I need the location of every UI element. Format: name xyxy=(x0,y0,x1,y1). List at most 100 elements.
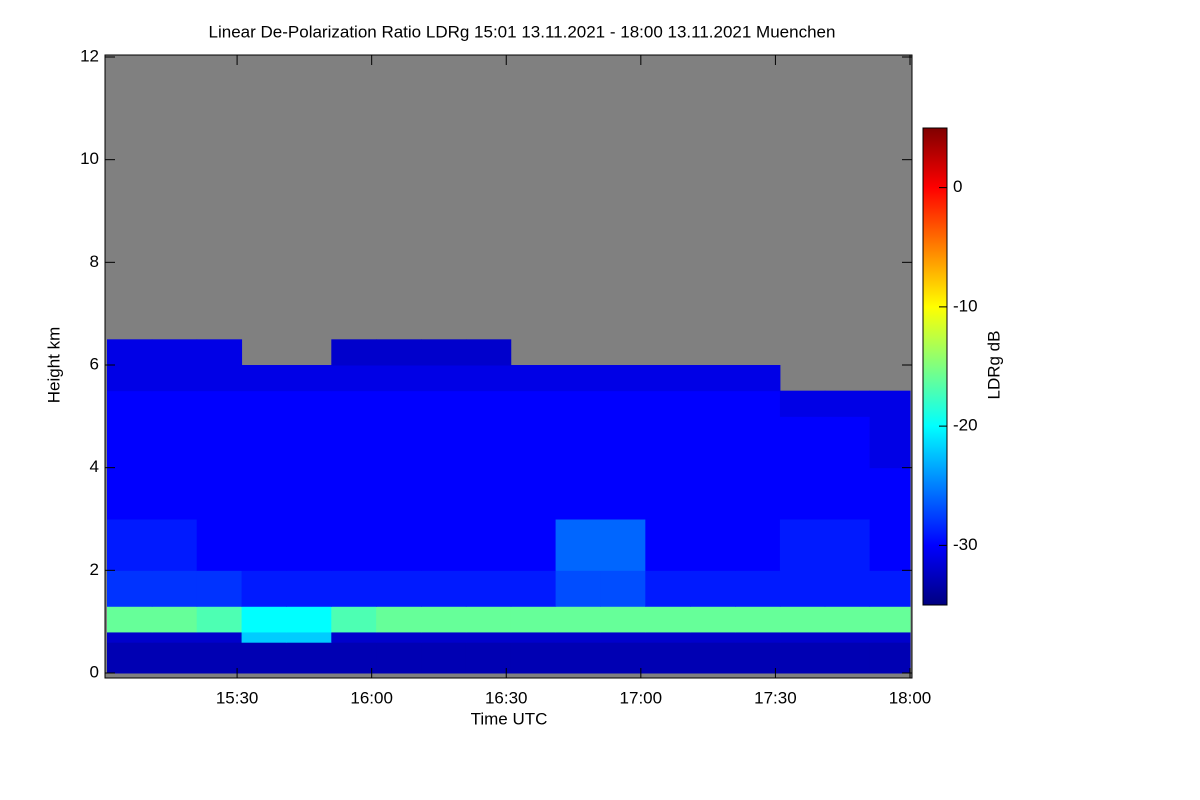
heatmap-cell xyxy=(286,416,332,469)
heatmap-cell xyxy=(735,416,781,469)
heatmap-cell xyxy=(376,467,422,520)
heatmap-cell xyxy=(107,416,153,469)
heatmap-cell xyxy=(465,339,512,366)
heatmap-cell xyxy=(331,606,377,633)
heatmap-cell xyxy=(465,416,512,469)
heatmap-cell xyxy=(645,642,691,674)
heatmap-cell xyxy=(286,390,332,417)
heatmap-cell xyxy=(779,642,826,674)
heatmap-cell xyxy=(465,467,512,520)
heatmap-cell xyxy=(600,606,646,633)
heatmap-cell xyxy=(376,519,422,571)
heatmap-cell xyxy=(645,631,691,643)
heatmap-cell xyxy=(421,416,467,469)
heatmap-cell xyxy=(151,390,198,417)
heatmap-cell xyxy=(465,642,512,674)
heatmap-cell xyxy=(107,570,153,607)
heatmap-cell xyxy=(600,390,646,417)
heatmap-cell xyxy=(465,519,512,571)
heatmap-cell xyxy=(286,570,332,607)
heatmap-cell xyxy=(690,631,736,643)
heatmap-cell xyxy=(735,631,781,643)
heatmap-cell xyxy=(824,390,871,417)
heatmap-cell xyxy=(421,365,467,392)
heatmap-cell xyxy=(510,365,557,392)
y-tick-label: 12 xyxy=(80,46,99,65)
heatmap-cell xyxy=(196,365,243,392)
heatmap-cell xyxy=(869,390,911,417)
heatmap-cell xyxy=(690,642,736,674)
heatmap-cell xyxy=(690,519,736,571)
heatmap-cell xyxy=(286,519,332,571)
heatmap-cell xyxy=(645,519,691,571)
heatmap-cell xyxy=(421,631,467,643)
heatmap-cell xyxy=(331,519,377,571)
heatmap-cell xyxy=(331,642,377,674)
heatmap-cell xyxy=(555,390,601,417)
heatmap-cell xyxy=(331,365,377,392)
heatmap-cell xyxy=(735,467,781,520)
heatmap-cell xyxy=(555,365,601,392)
heatmap-cell xyxy=(510,606,557,633)
heatmap-cell xyxy=(869,570,911,607)
heatmap-cell xyxy=(690,390,736,417)
heatmap-cell xyxy=(824,519,871,571)
heatmap-cell xyxy=(869,606,911,633)
heatmap-cell xyxy=(824,631,871,643)
heatmap-cell xyxy=(779,467,826,520)
heatmap-cell xyxy=(465,390,512,417)
heatmap-cell xyxy=(376,339,422,366)
heatmap-cell xyxy=(869,631,911,643)
heatmap-cell xyxy=(196,606,243,633)
heatmap-cell xyxy=(690,365,736,392)
heatmap-cell xyxy=(600,365,646,392)
heatmap-cell xyxy=(600,570,646,607)
heatmap-cell xyxy=(376,606,422,633)
heatmap-cell xyxy=(824,570,871,607)
heatmap-cell xyxy=(869,519,911,571)
heatmap-cell xyxy=(869,416,911,469)
heatmap-cell xyxy=(241,642,287,674)
colorbar-tick-label: -20 xyxy=(953,416,978,435)
heatmap-cell xyxy=(196,631,243,643)
heatmap-cell xyxy=(824,606,871,633)
heatmap-cell xyxy=(555,631,601,643)
heatmap-cell xyxy=(510,467,557,520)
heatmap-cell xyxy=(196,390,243,417)
heatmap-cell xyxy=(107,365,153,392)
heatmap-cell xyxy=(465,631,512,643)
heatmap-cell xyxy=(151,631,198,643)
heatmap-cell xyxy=(421,570,467,607)
heatmap-cell xyxy=(286,365,332,392)
heatmap-cell xyxy=(286,631,332,643)
heatmap-cell xyxy=(421,519,467,571)
chart-title: Linear De-Polarization Ratio LDRg 15:01 … xyxy=(209,22,836,41)
heatmap-cell xyxy=(690,416,736,469)
colorbar-tick-label: 0 xyxy=(953,177,962,196)
y-tick-label: 8 xyxy=(90,252,99,271)
heatmap-cell xyxy=(107,606,153,633)
heatmap-cell xyxy=(196,416,243,469)
heatmap-cell xyxy=(735,365,781,392)
x-tick-label: 18:00 xyxy=(889,688,932,707)
heatmap-cell xyxy=(107,390,153,417)
y-tick-label: 2 xyxy=(90,560,99,579)
heatmap-cell xyxy=(241,467,287,520)
heatmap-cell xyxy=(421,390,467,417)
heatmap-cell xyxy=(376,365,422,392)
heatmap-cell xyxy=(555,606,601,633)
x-tick-label: 16:30 xyxy=(485,688,528,707)
heatmap-cell xyxy=(196,642,243,674)
heatmap-cell xyxy=(241,606,287,633)
x-tick-label: 15:30 xyxy=(216,688,259,707)
heatmap-cell xyxy=(510,631,557,643)
heatmap-cell xyxy=(107,519,153,571)
heatmap-cell xyxy=(555,642,601,674)
heatmap-cell xyxy=(421,467,467,520)
heatmap-cell xyxy=(690,606,736,633)
y-tick-label: 4 xyxy=(90,457,99,476)
heatmap-cell xyxy=(645,390,691,417)
colorbar-tick-label: -10 xyxy=(953,296,978,315)
heatmap-cell xyxy=(600,631,646,643)
